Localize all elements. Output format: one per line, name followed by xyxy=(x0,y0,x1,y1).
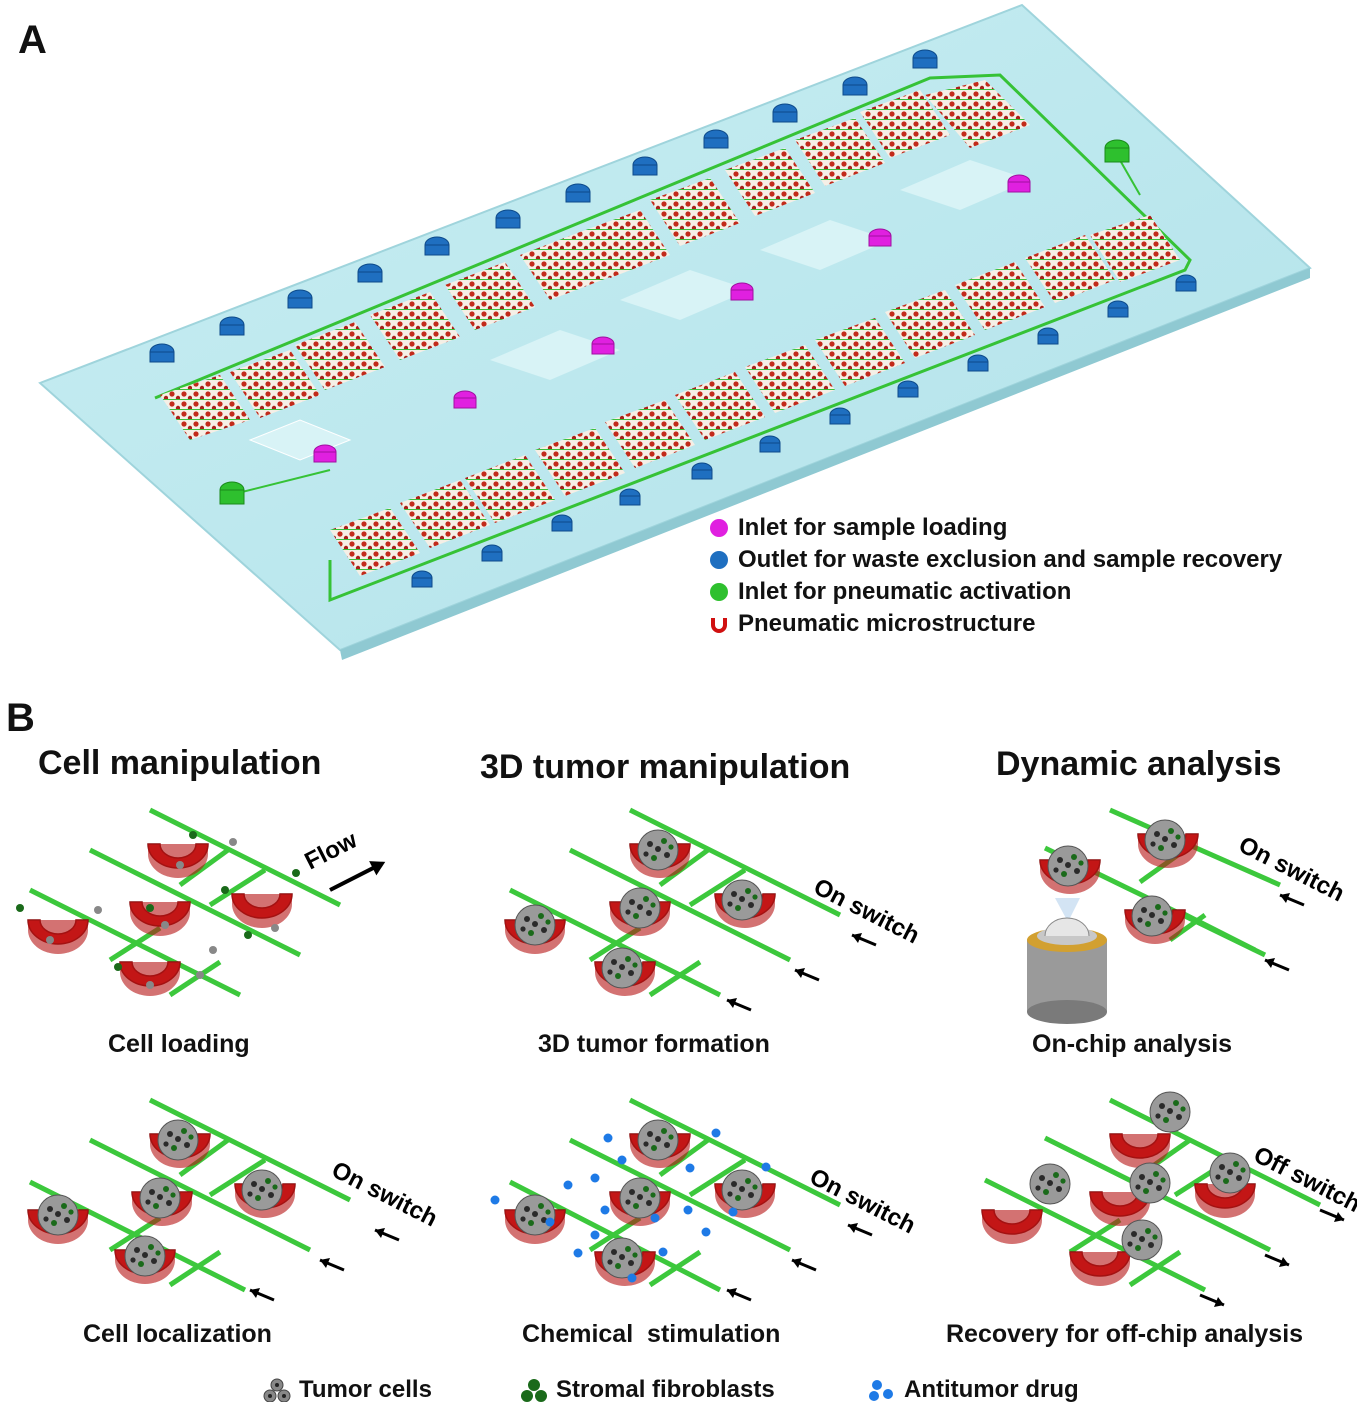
legend-pneumatic-microstructure: Pneumatic microstructure xyxy=(710,610,1035,638)
column-title-dynamic-analysis: Dynamic analysis xyxy=(996,745,1282,783)
drug-icon xyxy=(869,1380,893,1401)
blue-outlets-lower xyxy=(411,274,1197,588)
red-horseshoe-icon xyxy=(711,618,727,633)
on-switch-label-2: On switch xyxy=(809,873,923,949)
legend-tumor-cells: Tumor cells xyxy=(263,1376,432,1404)
caption-on-chip-analysis: On-chip analysis xyxy=(1032,1030,1233,1058)
microscope-objective-icon xyxy=(1027,898,1107,1024)
fibroblasts-icon xyxy=(521,1379,547,1402)
panel-b-illustrations: Flow On switch xyxy=(16,807,1357,1309)
chemical-stimulation-illustration: On switch xyxy=(490,1097,920,1302)
panel-a-label: A xyxy=(18,18,47,62)
tumor-formation-illustration: On switch xyxy=(504,807,924,1012)
blue-outlets-upper xyxy=(149,49,938,363)
on-chip-analysis-illustration: On switch xyxy=(1027,807,1349,1024)
green-inlets xyxy=(219,139,1130,505)
microfluidic-chip-diagram xyxy=(38,3,1312,660)
caption-cell-loading: Cell loading xyxy=(108,1030,250,1058)
legend-sample-inlet: Inlet for sample loading xyxy=(710,514,1007,542)
flow-label: Flow xyxy=(300,826,361,875)
panel-b-label: B xyxy=(6,696,35,740)
caption-chemical-stimulation: Chemical stimulation xyxy=(522,1320,781,1348)
column-title-cell-manipulation: Cell manipulation xyxy=(38,744,322,782)
caption-recovery: Recovery for off-chip analysis xyxy=(946,1320,1304,1348)
recovery-illustration: Off switch xyxy=(981,1091,1357,1309)
legend-pneumatic-inlet: Inlet for pneumatic activation xyxy=(710,578,1071,606)
column-title-3d-tumor-manipulation: 3D tumor manipulation xyxy=(480,748,851,786)
caption-tumor-formation: 3D tumor formation xyxy=(538,1030,770,1058)
cell-localization-illustration: On switch xyxy=(27,1097,442,1302)
magenta-dot-icon xyxy=(710,519,728,537)
on-switch-label-4: On switch xyxy=(1234,831,1348,907)
lower-chambers xyxy=(330,215,1180,576)
on-switch-label-3: On switch xyxy=(805,1163,919,1239)
caption-cell-localization: Cell localization xyxy=(83,1320,272,1348)
magenta-inlets xyxy=(313,174,1031,463)
legend-stromal-fibroblasts: Stromal fibroblasts xyxy=(520,1376,775,1404)
blue-dot-icon xyxy=(710,551,728,569)
legend-outlet: Outlet for waste exclusion and sample re… xyxy=(710,546,1282,574)
cell-loading-illustration: Flow xyxy=(16,807,386,998)
on-switch-label-1: On switch xyxy=(327,1156,441,1232)
green-dot-icon xyxy=(710,583,728,601)
tumor-cells-icon xyxy=(263,1378,291,1402)
upper-chambers xyxy=(160,80,1030,440)
legend-antitumor-drug: Antitumor drug xyxy=(868,1376,1079,1404)
